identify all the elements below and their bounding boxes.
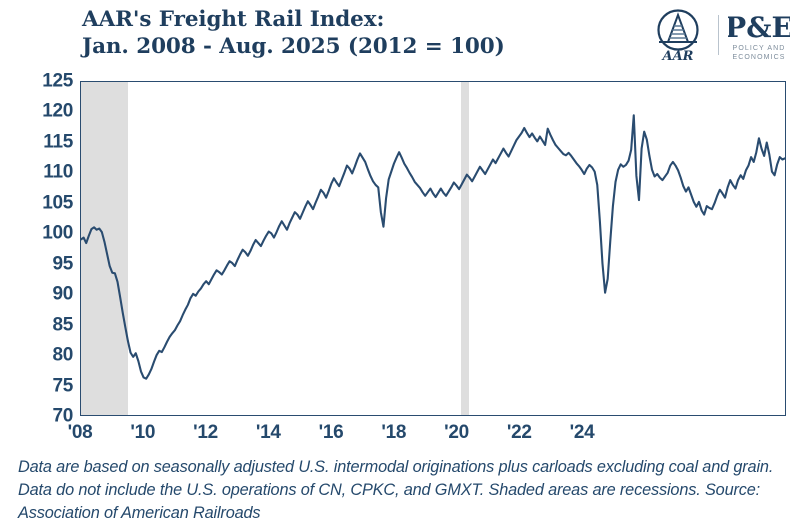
x-axis-tick-2008: '08 — [67, 422, 93, 443]
x-axis-tick-2022: '22 — [506, 422, 532, 443]
aar-logo-icon: AAR — [647, 7, 709, 64]
y-axis-tick-90: 90 — [52, 283, 73, 305]
y-axis-tick-80: 80 — [52, 344, 73, 366]
chart-footnote: Data are based on seasonally adjusted U.… — [18, 458, 774, 522]
y-axis-tick-115: 115 — [43, 131, 73, 153]
x-axis-tick-2016: '16 — [318, 422, 344, 443]
svg-text:POLICY AND: POLICY AND — [733, 45, 786, 52]
y-axis-tick-100: 100 — [42, 222, 73, 244]
y-axis-tick-120: 120 — [42, 100, 73, 122]
x-axis-tick-2010: '10 — [130, 422, 156, 443]
y-axis: 125 120 115 110 105 100 95 90 85 80 75 70 — [0, 72, 73, 426]
x-axis: '08 '10 '12 '14 '16 '18 '20 '22 '24 — [0, 423, 798, 453]
y-axis-tick-70: 70 — [52, 405, 73, 427]
x-axis-tick-2014: '14 — [255, 422, 281, 443]
title-line-1: AAR's Freight Rail Index: — [82, 7, 385, 32]
y-axis-tick-75: 75 — [52, 375, 73, 397]
title-line-2: Jan. 2008 - Aug. 2025 (2012 = 100) — [82, 34, 505, 59]
pe-logo-icon: P&E POLICY AND ECONOMICS — [725, 7, 793, 63]
page-title: AAR's Freight Rail Index: Jan. 2008 - Au… — [82, 6, 652, 60]
x-axis-tick-2018: '18 — [381, 422, 407, 443]
x-axis-tick-2012: '12 — [193, 422, 218, 443]
x-axis-tick-2024: '24 — [569, 422, 595, 443]
freight-rail-index-line — [81, 114, 785, 380]
svg-text:ECONOMICS: ECONOMICS — [732, 54, 785, 61]
chart-header: AAR's Freight Rail Index: Jan. 2008 - Au… — [0, 0, 798, 72]
plot-area — [80, 81, 786, 416]
x-axis-tick-2020: '20 — [444, 422, 469, 443]
y-axis-tick-105: 105 — [42, 192, 73, 214]
y-axis-tick-110: 110 — [43, 161, 73, 183]
brand-logo: AAR P&E POLICY AND ECONOMICS — [647, 6, 793, 64]
svg-text:AAR: AAR — [661, 49, 694, 63]
y-axis-tick-85: 85 — [52, 314, 73, 336]
logo-divider — [718, 15, 719, 55]
y-axis-tick-125: 125 — [42, 70, 73, 92]
recession-band-2 — [460, 82, 469, 415]
recession-band-1 — [81, 82, 129, 415]
svg-text:P&E: P&E — [728, 11, 790, 44]
y-axis-tick-95: 95 — [52, 253, 73, 275]
data-line-svg — [81, 114, 785, 380]
